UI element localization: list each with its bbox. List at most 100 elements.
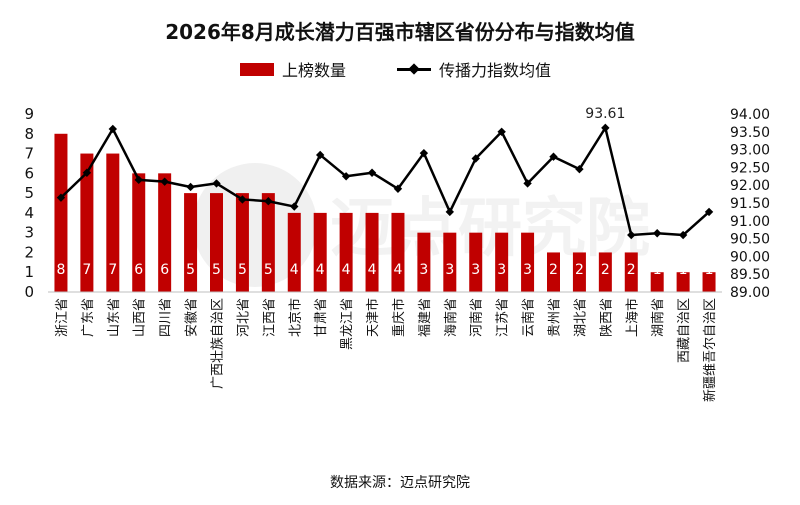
bar — [469, 232, 483, 292]
bar — [495, 232, 509, 292]
bar-value-label: 6 — [134, 262, 143, 278]
source-note: 数据来源：迈点研究院 — [330, 475, 470, 491]
bar-value-label: 2 — [549, 262, 558, 278]
bar — [547, 252, 560, 292]
bar-value-label: 4 — [290, 262, 299, 278]
category-label: 广西壮族自治区 — [210, 298, 226, 389]
category-label: 新疆维吾尔自治区 — [702, 298, 718, 402]
bar — [650, 272, 664, 292]
left-tick-label: 0 — [24, 283, 34, 301]
line-point — [238, 195, 247, 204]
bar — [261, 193, 275, 292]
right-tick-label: 89.00 — [730, 285, 770, 301]
line-point — [56, 193, 66, 202]
line-point — [471, 154, 480, 163]
right-tick-label: 93.50 — [730, 125, 770, 141]
bar-value-label: 3 — [471, 262, 480, 278]
line-point — [108, 124, 118, 134]
bar — [365, 212, 379, 292]
bar-value-label: 3 — [445, 262, 454, 278]
line-point — [367, 168, 377, 177]
bar-value-label: 4 — [368, 262, 377, 278]
bar — [184, 193, 198, 292]
category-label: 河南省 — [469, 298, 485, 337]
legend-bar-swatch — [240, 62, 274, 76]
bar — [702, 272, 716, 292]
bar-value-label: 2 — [601, 262, 610, 278]
category-label: 北京市 — [287, 298, 303, 337]
bar — [210, 193, 223, 292]
legend-line-swatch — [397, 62, 431, 76]
legend-line-label: 传播力指数均值 — [439, 61, 552, 80]
bar — [132, 173, 146, 292]
right-tick-label: 92.00 — [730, 178, 770, 194]
bar — [624, 252, 638, 292]
right-tick-label: 94.00 — [730, 107, 770, 123]
category-label: 上海市 — [624, 298, 640, 337]
bar — [158, 173, 172, 292]
bar — [443, 232, 457, 292]
bar-value-label: 8 — [57, 262, 66, 278]
left-tick-label: 4 — [24, 204, 34, 222]
right-tick-label: 91.00 — [730, 214, 770, 230]
bar-value-label: 4 — [316, 262, 325, 278]
line-point — [601, 123, 610, 133]
bar — [80, 153, 94, 292]
bar-value-label: 1 — [653, 262, 662, 278]
left-tick-label: 8 — [24, 125, 34, 143]
bar-value-label: 2 — [575, 262, 584, 278]
category-label: 西藏自治区 — [677, 298, 692, 363]
bar-value-label: 3 — [523, 262, 532, 278]
bar-value-label: 5 — [212, 262, 221, 278]
legend-item-bar: 上榜数量 — [240, 57, 346, 81]
bar — [54, 133, 68, 292]
left-tick-label: 2 — [24, 243, 34, 261]
bar-value-label: 5 — [186, 262, 195, 278]
left-tick-label: 7 — [24, 145, 34, 163]
bar-value-label: 1 — [705, 262, 714, 278]
line-point — [678, 230, 688, 240]
category-label: 山西省 — [133, 298, 148, 337]
left-tick-label: 9 — [24, 105, 34, 123]
category-label: 黑龙江省 — [340, 298, 355, 350]
bar-value-label: 3 — [497, 262, 506, 278]
bar-value-label: 6 — [160, 262, 169, 278]
bar-value-label: 1 — [679, 262, 688, 278]
category-label: 福建省 — [418, 298, 433, 337]
line-point — [575, 164, 584, 174]
category-label: 海南省 — [443, 298, 459, 337]
line-point — [160, 177, 169, 186]
category-label: 广东省 — [81, 298, 96, 337]
line-point — [134, 175, 143, 185]
line-point — [393, 184, 403, 193]
bar-value-label: 5 — [238, 262, 247, 278]
category-label: 贵州省 — [548, 298, 563, 337]
line-point — [419, 148, 429, 158]
category-label: 云南省 — [521, 298, 537, 337]
category-label: 河北省 — [236, 298, 251, 337]
category-label: 湖北省 — [573, 298, 588, 337]
bar — [339, 212, 353, 292]
line-point — [212, 179, 221, 188]
right-tick-label: 91.50 — [730, 196, 770, 212]
category-label: 浙江省 — [55, 298, 70, 337]
annotation-label: 93.61 — [585, 106, 625, 122]
line-point — [82, 168, 92, 177]
line-point — [341, 172, 351, 181]
right-tick-label: 93.00 — [730, 143, 770, 159]
legend-item-line: 传播力指数均值 — [397, 57, 551, 81]
bar — [598, 252, 612, 292]
line-point — [264, 197, 273, 206]
category-label: 江苏省 — [495, 298, 511, 337]
category-label: 四川省 — [159, 298, 174, 337]
bar — [287, 212, 301, 292]
category-label: 重庆市 — [391, 298, 407, 337]
bar-value-label: 7 — [82, 262, 91, 278]
bar — [235, 193, 249, 292]
bar-value-label: 7 — [108, 262, 117, 278]
chart-title: 2026年8月成长潜力百强市辖区省份分布与指数均值 — [165, 20, 635, 44]
left-tick-label: 5 — [24, 184, 34, 202]
category-label: 甘肃省 — [314, 298, 329, 337]
bar — [572, 252, 586, 292]
